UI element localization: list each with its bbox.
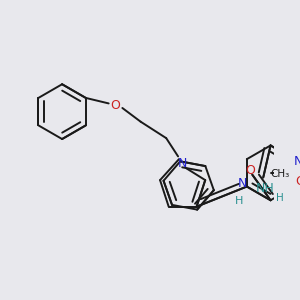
Text: N: N [238,177,247,190]
Text: NH: NH [256,182,274,195]
Text: O: O [110,99,120,112]
Text: N: N [294,155,300,168]
Text: O: O [245,164,255,177]
Text: H: H [235,196,244,206]
Text: N: N [178,157,187,170]
Text: O: O [295,175,300,188]
Text: H: H [276,193,283,202]
Text: CH₃: CH₃ [270,169,290,179]
